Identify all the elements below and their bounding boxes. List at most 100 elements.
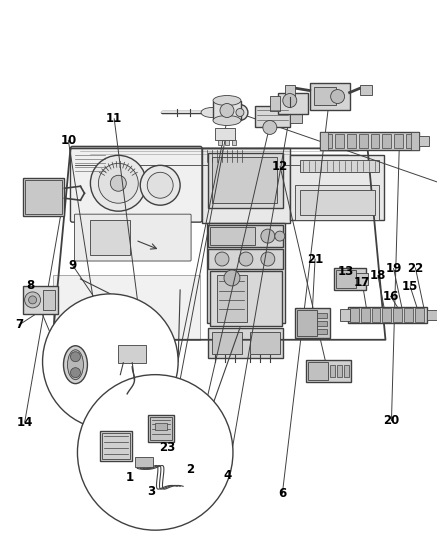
Bar xyxy=(90,220,130,255)
Circle shape xyxy=(331,90,345,103)
Circle shape xyxy=(78,375,233,530)
Ellipse shape xyxy=(213,95,241,106)
Bar xyxy=(212,332,242,354)
Text: 9: 9 xyxy=(69,259,77,272)
Text: 19: 19 xyxy=(385,262,402,275)
Text: 11: 11 xyxy=(106,112,122,125)
Text: 7: 7 xyxy=(15,318,23,332)
Bar xyxy=(202,148,290,223)
Text: 14: 14 xyxy=(17,416,33,429)
Text: 4: 4 xyxy=(224,469,232,482)
Bar xyxy=(102,433,130,459)
Text: 13: 13 xyxy=(338,265,354,278)
Bar xyxy=(218,140,222,146)
Ellipse shape xyxy=(201,108,223,117)
Circle shape xyxy=(147,172,173,198)
Circle shape xyxy=(110,175,126,191)
Bar xyxy=(339,309,350,321)
Bar xyxy=(404,308,413,322)
Bar xyxy=(297,310,317,336)
Bar xyxy=(250,332,280,354)
Ellipse shape xyxy=(67,350,83,379)
Bar xyxy=(255,106,290,127)
Bar xyxy=(208,225,283,247)
Bar xyxy=(23,286,57,314)
Bar xyxy=(371,308,381,322)
Bar xyxy=(320,132,328,150)
Bar xyxy=(317,321,327,326)
Bar xyxy=(135,457,153,467)
Bar xyxy=(406,134,415,148)
Text: 1: 1 xyxy=(125,471,134,484)
Bar xyxy=(371,134,379,148)
Bar xyxy=(150,416,172,440)
Bar xyxy=(25,180,63,214)
Bar xyxy=(295,308,330,338)
Bar xyxy=(208,154,283,208)
Text: 15: 15 xyxy=(402,280,418,293)
Circle shape xyxy=(42,294,178,430)
Bar xyxy=(118,345,146,362)
Bar xyxy=(155,423,167,431)
Bar xyxy=(360,85,371,94)
Bar xyxy=(308,362,328,379)
Bar xyxy=(23,178,64,216)
Bar xyxy=(270,95,280,111)
Bar xyxy=(336,270,356,288)
Ellipse shape xyxy=(213,116,241,125)
Bar xyxy=(100,432,132,462)
Bar xyxy=(337,365,342,377)
Circle shape xyxy=(140,165,180,205)
Bar xyxy=(330,365,335,377)
Circle shape xyxy=(263,120,277,134)
Text: 16: 16 xyxy=(382,290,399,303)
Bar xyxy=(314,86,336,104)
Bar xyxy=(148,415,174,442)
Bar xyxy=(210,271,282,326)
Text: 2: 2 xyxy=(187,464,194,477)
Bar xyxy=(207,223,285,323)
Text: 17: 17 xyxy=(354,276,371,289)
Bar xyxy=(317,329,327,334)
Bar xyxy=(427,310,437,320)
Bar xyxy=(225,140,229,146)
Circle shape xyxy=(71,368,81,378)
Text: 3: 3 xyxy=(147,485,155,498)
Bar xyxy=(356,273,367,285)
Bar xyxy=(382,308,392,322)
Bar xyxy=(300,190,374,215)
Bar xyxy=(334,268,366,290)
Bar xyxy=(306,360,350,382)
Bar xyxy=(53,275,200,340)
Circle shape xyxy=(220,103,234,117)
Circle shape xyxy=(28,296,37,304)
Bar xyxy=(411,132,419,150)
Text: 23: 23 xyxy=(159,441,176,454)
Bar xyxy=(232,140,236,146)
Bar xyxy=(208,249,283,269)
Ellipse shape xyxy=(64,346,88,384)
Circle shape xyxy=(283,94,297,108)
Bar xyxy=(295,185,379,220)
Circle shape xyxy=(232,104,248,120)
Bar xyxy=(210,227,255,245)
Text: 21: 21 xyxy=(307,253,323,265)
Bar xyxy=(42,290,54,310)
Bar xyxy=(285,85,295,96)
Text: 20: 20 xyxy=(383,414,399,427)
Text: 22: 22 xyxy=(407,262,424,274)
Bar xyxy=(217,275,247,322)
Bar xyxy=(278,93,308,115)
Circle shape xyxy=(71,352,81,362)
FancyBboxPatch shape xyxy=(74,214,191,261)
Bar xyxy=(382,134,392,148)
Bar xyxy=(300,160,379,172)
Bar xyxy=(419,136,429,147)
Bar xyxy=(343,365,349,377)
Text: 18: 18 xyxy=(370,269,386,282)
Bar xyxy=(212,157,277,203)
Bar xyxy=(320,132,419,150)
Text: 12: 12 xyxy=(272,160,288,173)
Bar xyxy=(317,313,327,318)
Circle shape xyxy=(275,231,285,241)
